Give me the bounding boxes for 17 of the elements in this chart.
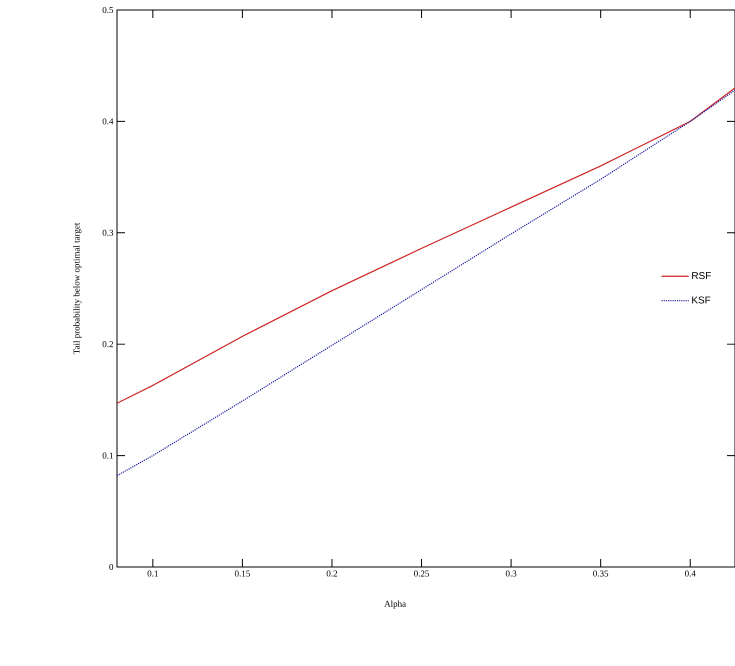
legend-label: RSF xyxy=(692,272,711,280)
x-axis-title: Alpha xyxy=(384,600,406,609)
legend-label: KSF xyxy=(692,296,710,304)
x-tick-label: 0.4 xyxy=(684,570,696,577)
y-tick-label: 0.5 xyxy=(102,6,114,14)
x-tick-label: 0.2 xyxy=(326,570,338,577)
x-tick-label: 0.15 xyxy=(234,570,250,577)
y-tick-label: 0 xyxy=(109,564,114,570)
y-tick-label: 0.4 xyxy=(102,118,114,124)
x-tick-label: 0.1 xyxy=(148,570,158,577)
x-tick-label: 0.35 xyxy=(593,570,608,577)
y-tick-label: 0.2 xyxy=(102,341,113,348)
x-tick-label: 0.25 xyxy=(414,570,430,577)
y-tick-label: 0.1 xyxy=(102,452,113,459)
y-tick-label: 0.3 xyxy=(102,230,114,236)
y-axis-title: Tail probability below optimal target xyxy=(73,222,82,354)
x-tick-label: 0.3 xyxy=(506,570,516,577)
